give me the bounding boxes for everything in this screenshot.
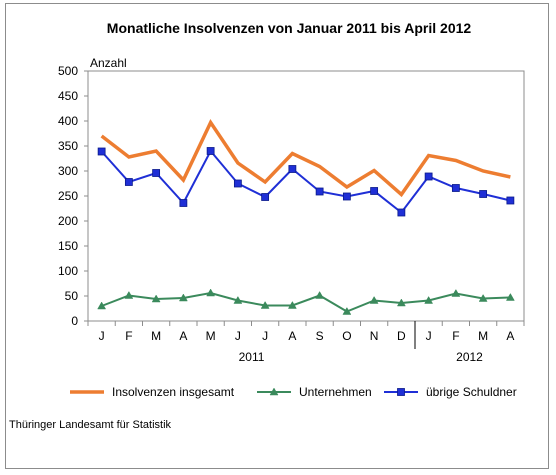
data-point xyxy=(315,290,325,299)
chart-title: Monatliche Insolvenzen von Januar 2011 b… xyxy=(107,20,472,36)
y-tick-label: 100 xyxy=(58,264,78,278)
data-point xyxy=(260,300,270,309)
legend-marker xyxy=(397,388,405,396)
x-tick-label: O xyxy=(342,329,351,343)
data-point xyxy=(315,187,324,196)
series-line xyxy=(101,291,511,313)
data-point xyxy=(288,165,297,173)
data-point xyxy=(478,293,488,302)
data-point xyxy=(342,192,351,201)
x-tick-label: D xyxy=(397,329,406,343)
x-tick-label: F xyxy=(125,329,132,343)
data-point xyxy=(397,208,406,217)
data-point xyxy=(206,288,216,297)
y-tick-label: 500 xyxy=(58,64,78,78)
legend-label: übrige Schuldner xyxy=(426,385,517,399)
data-point xyxy=(342,306,352,315)
x-tick-label: J xyxy=(426,329,432,343)
data-point xyxy=(233,179,242,188)
x-tick-label: S xyxy=(316,329,324,343)
x-tick-label: M xyxy=(151,329,161,343)
data-point xyxy=(124,290,134,299)
x-tick-label: A xyxy=(506,329,514,343)
y-tick-label: 150 xyxy=(58,239,78,253)
data-point xyxy=(179,199,188,207)
y-tick-label: 450 xyxy=(58,89,78,103)
data-point xyxy=(124,178,133,186)
data-point xyxy=(370,187,379,195)
y-tick-label: 200 xyxy=(58,214,78,228)
x-tick-label: J xyxy=(262,329,268,343)
data-point xyxy=(424,172,433,181)
year-label: 2011 xyxy=(239,350,265,364)
data-point xyxy=(479,190,488,198)
data-point xyxy=(505,292,515,301)
data-point xyxy=(152,169,161,177)
data-point xyxy=(451,288,461,297)
series-line xyxy=(100,149,511,214)
y-tick-label: 50 xyxy=(65,289,79,303)
y-axis-label: Anzahl xyxy=(90,56,127,70)
data-point xyxy=(287,300,297,309)
plot-area xyxy=(87,70,525,322)
data-point xyxy=(451,184,460,192)
x-tick-label: M xyxy=(478,329,488,343)
legend-label: Unternehmen xyxy=(299,385,372,399)
data-point xyxy=(206,147,215,155)
y-tick-label: 300 xyxy=(58,164,78,178)
x-tick-label: N xyxy=(370,329,379,343)
legend-marker xyxy=(269,387,279,396)
x-tick-label: F xyxy=(452,329,459,343)
x-tick-label: A xyxy=(179,329,187,343)
data-point xyxy=(151,294,161,303)
y-tick-label: 0 xyxy=(71,314,78,328)
data-point xyxy=(97,147,106,156)
data-point xyxy=(396,298,406,307)
x-tick-label: J xyxy=(235,329,241,343)
year-label: 2012 xyxy=(456,350,483,364)
y-tick-label: 400 xyxy=(58,114,78,128)
x-tick-label: J xyxy=(99,329,105,343)
data-point xyxy=(506,196,515,205)
source-note: Thüringer Landesamt für Statistik xyxy=(9,419,172,431)
x-tick-label: M xyxy=(206,329,216,343)
data-point xyxy=(178,293,188,302)
series-line xyxy=(100,118,511,198)
data-point xyxy=(369,295,379,304)
data-point xyxy=(97,301,107,310)
x-tick-label: A xyxy=(288,329,296,343)
y-tick-label: 250 xyxy=(58,189,78,203)
data-point xyxy=(424,295,434,304)
data-point xyxy=(233,295,243,304)
legend-label: Insolvenzen insgesamt xyxy=(112,385,235,399)
y-tick-label: 350 xyxy=(58,139,78,153)
data-point xyxy=(261,193,270,201)
